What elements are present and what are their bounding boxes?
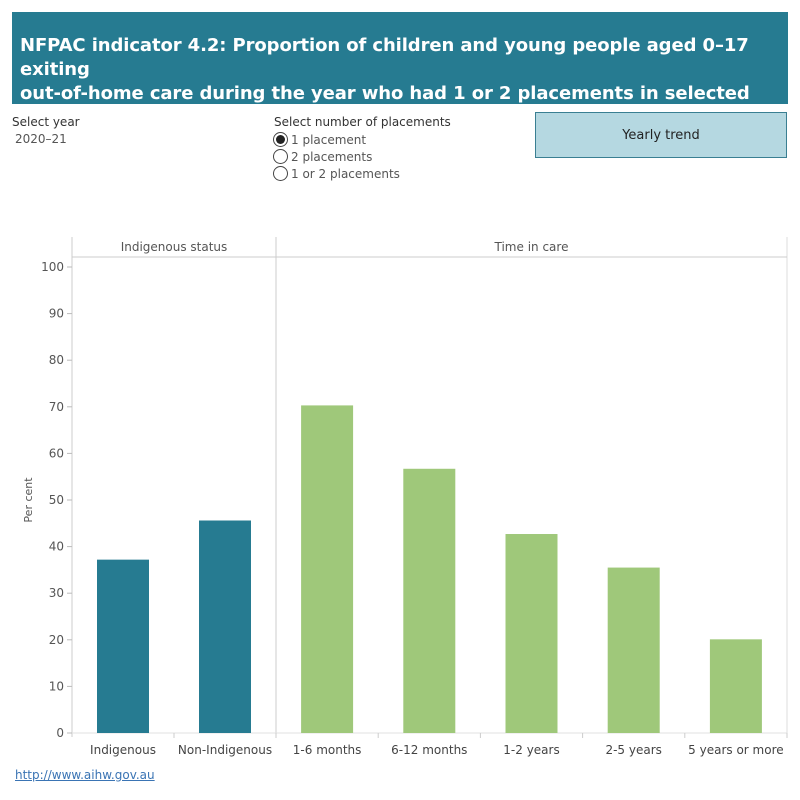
y-tick-label: 10: [49, 679, 64, 693]
y-tick-label: 0: [56, 726, 64, 740]
radio-1-placement[interactable]: 1 placement: [273, 131, 366, 148]
bar: [403, 468, 456, 733]
select-placements-label: Select number of placements: [274, 115, 451, 129]
title-line-2: out-of-home care during the year who had…: [20, 83, 750, 128]
bar: [505, 534, 558, 733]
bar: [97, 559, 149, 733]
y-tick-label: 30: [49, 586, 64, 600]
bar: [607, 567, 660, 733]
y-tick-label: 80: [49, 353, 64, 367]
radio-1-or-2-placements[interactable]: 1 or 2 placements: [273, 165, 400, 182]
y-tick-label: 90: [49, 307, 64, 321]
panel-title: Time in care: [494, 240, 569, 254]
x-tick-label: 5 years or more: [688, 743, 783, 757]
radio-label: 2 placements: [291, 149, 373, 164]
aihw-link[interactable]: http://www.aihw.gov.au: [15, 768, 155, 782]
chart-title: NFPAC indicator 4.2: Proportion of child…: [20, 34, 788, 130]
radio-button[interactable]: [273, 149, 288, 164]
radio-label: 1 or 2 placements: [291, 166, 400, 181]
x-tick-label: 2-5 years: [605, 743, 661, 757]
bar-chart: 0 10 20 30 40 50 60 70 80 90 100 Per cent Indigenous…: [22, 237, 788, 757]
radio-button[interactable]: [273, 166, 288, 181]
x-tick-label: 6-12 months: [391, 743, 467, 757]
title-line-1: NFPAC indicator 4.2: Proportion of child…: [20, 35, 749, 80]
select-year-dropdown[interactable]: 2020–21: [15, 132, 67, 146]
radio-2-placements[interactable]: 2 placements: [273, 148, 372, 165]
y-tick-label: 20: [49, 633, 64, 647]
x-tick-label: 1-6 months: [293, 743, 362, 757]
x-tick-label: Indigenous: [90, 743, 156, 757]
bar: [199, 520, 251, 733]
y-tick-label: 70: [49, 400, 64, 414]
y-tick-label: 60: [49, 446, 64, 460]
radio-label: 1 placement: [291, 132, 367, 147]
bar: [709, 639, 762, 733]
y-tick-label: 40: [49, 540, 64, 554]
yearly-trend-button[interactable]: Yearly trend: [535, 112, 787, 158]
x-tick-label: Non-Indigenous: [178, 743, 272, 757]
panel-title: Indigenous status: [121, 240, 228, 254]
radio-button-selected[interactable]: [273, 132, 288, 147]
y-tick-label: 100: [41, 260, 64, 274]
y-tick-label: 50: [49, 493, 64, 507]
title-banner: NFPAC indicator 4.2: Proportion of child…: [12, 12, 788, 128]
y-axis-label: Per cent: [22, 477, 35, 523]
bar: [301, 405, 354, 733]
x-tick-label: 1-2 years: [503, 743, 559, 757]
select-year-label: Select year: [12, 115, 80, 129]
